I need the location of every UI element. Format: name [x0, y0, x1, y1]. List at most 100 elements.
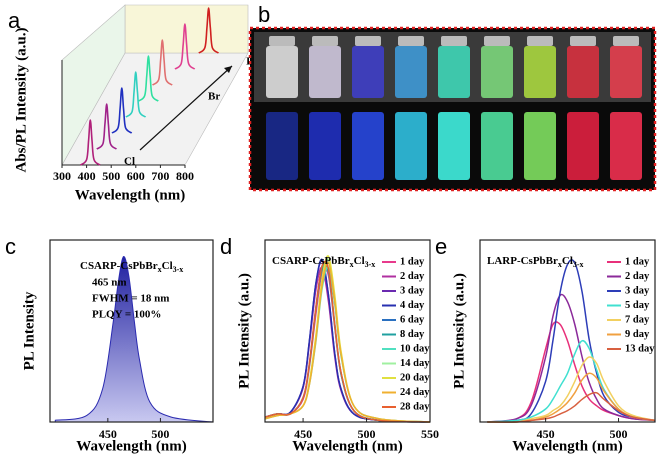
legend-label: 3 day	[625, 285, 650, 296]
vial-glow	[352, 112, 384, 180]
x-tick-label: 500	[151, 427, 169, 441]
panel-letter: d	[220, 234, 232, 259]
plot-frame	[49, 239, 214, 423]
vial	[610, 46, 642, 98]
x-tick-label: 800	[176, 169, 194, 183]
legend-label: 14 day	[400, 358, 430, 369]
spectrum	[198, 7, 220, 54]
vial-glow	[309, 112, 341, 180]
photo	[248, 26, 657, 192]
y-axis-label: PL Intensity (a.u.)	[451, 273, 467, 389]
spectrum	[174, 23, 196, 70]
vial-cap	[484, 36, 510, 46]
title-part: x	[350, 260, 354, 269]
vial-cap	[441, 36, 467, 46]
x-tick-label: 450	[537, 427, 555, 441]
vial	[395, 46, 427, 98]
spectrum	[487, 293, 656, 423]
legend-label: 1 day	[625, 256, 650, 267]
y-axis-label: Abs/PL Intensity (a.u.)	[13, 27, 29, 172]
title-part: CSARP-CsPbBr	[80, 260, 158, 272]
annotation: Cl	[124, 156, 135, 168]
legend-label: 2 day	[625, 271, 650, 282]
arrow	[139, 65, 233, 151]
title-part: LARP-CsPbBr	[487, 255, 558, 267]
plot-frame	[479, 239, 656, 423]
x-tick-label: 400	[78, 169, 96, 183]
vial-cap	[527, 36, 553, 46]
vial-glow	[438, 112, 470, 180]
panel-title: LARP-CsPbBrxCl3-x	[487, 255, 584, 270]
x-tick-label: 500	[102, 169, 120, 183]
area	[54, 255, 214, 423]
panel-letter: b	[258, 2, 270, 27]
vial-cap	[398, 36, 424, 46]
title-part: x	[558, 260, 562, 269]
panel-letter: a	[8, 8, 21, 33]
spectrum	[264, 258, 431, 423]
legend-label: 24 day	[400, 387, 430, 398]
vial-glow	[524, 112, 556, 180]
spectrum	[79, 119, 101, 166]
x-tick-label: 550	[421, 427, 439, 441]
annotation: I	[246, 56, 250, 68]
vial-glow	[610, 112, 642, 180]
legend-label: 1 day	[400, 256, 425, 267]
x-axis-label: Wavelength (nm)	[512, 438, 622, 454]
legend-label: 4 day	[400, 300, 425, 311]
spectrum	[264, 260, 431, 423]
vial	[352, 46, 384, 98]
legend-label: 13 day	[625, 343, 655, 354]
annotation: Br	[208, 91, 220, 103]
title-part: Cl	[354, 255, 365, 267]
x-axis-label: Wavelength (nm)	[76, 438, 186, 454]
vial	[438, 46, 470, 98]
vial	[481, 46, 513, 98]
arrow-head	[224, 66, 232, 73]
spectrum	[125, 71, 147, 118]
legend-label: 7 day	[625, 314, 650, 325]
legend-label: 6 day	[400, 314, 425, 325]
panel-letter: e	[435, 234, 447, 259]
vial	[524, 46, 556, 98]
vial	[567, 46, 599, 98]
vial-cap	[570, 36, 596, 46]
title-part: Cl	[562, 255, 573, 267]
vial-glow	[567, 112, 599, 180]
spectrum	[487, 356, 656, 423]
annotation: FWHM = 18 nm	[92, 293, 169, 305]
spectrum	[151, 39, 173, 86]
legend-label: 20 day	[400, 372, 430, 383]
legend-label: 9 day	[625, 329, 650, 340]
panel-title: CSARP-CsPbBrxCl3-x	[272, 255, 375, 270]
spectrum	[138, 55, 159, 102]
legend-label: 10 day	[400, 343, 430, 354]
legend-label: 3 day	[400, 285, 425, 296]
x-axis-label: Wavelength (nm)	[292, 438, 402, 454]
legend-label: 8 day	[400, 329, 425, 340]
vial-cap	[613, 36, 639, 46]
vial	[266, 46, 298, 98]
title-part: x	[158, 265, 162, 274]
x-tick-label: 500	[610, 427, 628, 441]
x-tick-label: 450	[294, 427, 312, 441]
plot-frame	[264, 239, 431, 423]
vial-cap	[269, 36, 295, 46]
x-tick-label: 500	[358, 427, 376, 441]
x-axis-label: Wavelength (nm)	[75, 187, 185, 203]
legend-label: 28 day	[400, 401, 430, 412]
vial-cap	[355, 36, 381, 46]
spectrum	[96, 103, 118, 150]
title-part: Cl	[162, 260, 173, 272]
panel-title: CSARP-CsPbBrxCl3-x	[80, 260, 183, 275]
annotation: PLQY = 100%	[92, 309, 161, 321]
vial-cap	[312, 36, 338, 46]
y-axis-label: PL Intensity	[21, 291, 37, 370]
title-part: 3-x	[173, 265, 184, 274]
x-tick-label: 700	[151, 169, 169, 183]
vial	[309, 46, 341, 98]
legend-label: 2 day	[400, 271, 425, 282]
vial-glow	[481, 112, 513, 180]
annotation: 465 nm	[92, 277, 127, 289]
